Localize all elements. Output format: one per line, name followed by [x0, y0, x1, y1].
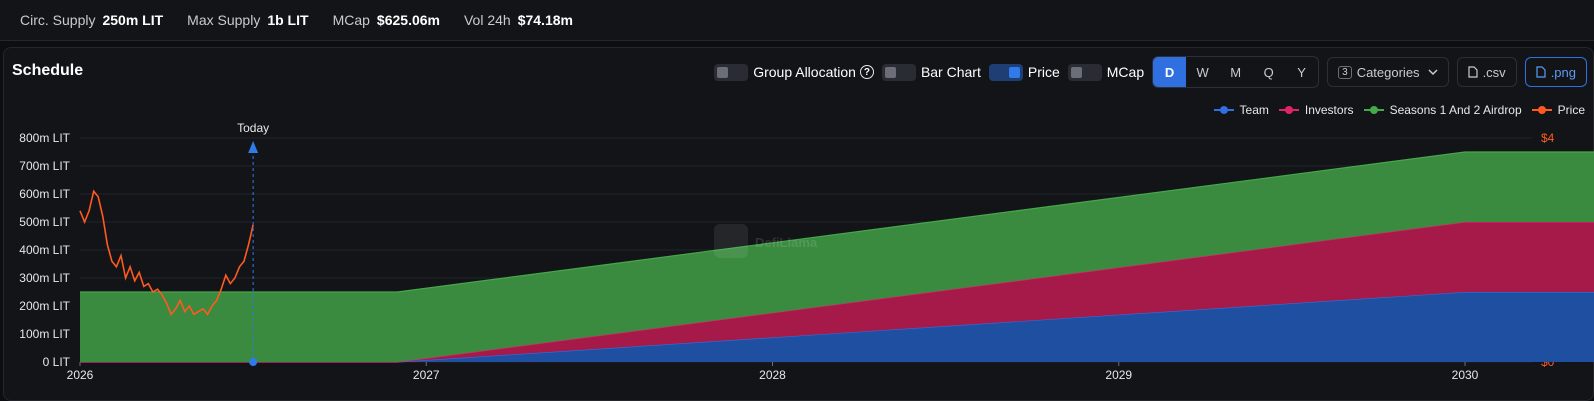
y-tick-label: 700m LIT [19, 159, 70, 173]
y-tick-label: 100m LIT [19, 327, 70, 341]
legend-label-price: Price [1557, 103, 1585, 117]
x-tick-label: 2030 [1452, 368, 1479, 382]
y-tick-label: 600m LIT [19, 187, 70, 201]
chart-controls: Group Allocation ? Bar Chart Price MCap … [706, 56, 1587, 88]
today-label: Today [237, 121, 269, 135]
chart-legend: Team Investors Seasons 1 And 2 Airdrop P… [1204, 103, 1585, 117]
period-d-button[interactable]: D [1153, 57, 1187, 87]
y-tick-label: 800m LIT [19, 131, 70, 145]
legend-label-airdrop: Seasons 1 And 2 Airdrop [1389, 103, 1522, 117]
mcap-stat: MCap $625.06m [333, 12, 440, 28]
period-selector: D W M Q Y [1152, 56, 1320, 88]
csv-download-button[interactable]: .csv [1456, 57, 1517, 87]
chevron-down-icon [1428, 69, 1438, 76]
max-supply-value: 1b LIT [267, 12, 309, 28]
categories-dropdown[interactable]: 3 Categories [1327, 57, 1449, 87]
x-tick-label: 2027 [413, 368, 440, 382]
categories-count-badge: 3 [1338, 65, 1352, 79]
watermark-text: DefiLlama [755, 235, 818, 250]
y-tick-label: 500m LIT [19, 215, 70, 229]
max-supply-label: Max Supply [187, 12, 261, 28]
file-image-icon [1536, 66, 1546, 78]
period-q-button[interactable]: Q [1263, 64, 1274, 80]
price-toggle[interactable]: Price [988, 63, 1060, 81]
max-supply-stat: Max Supply 1b LIT [187, 12, 308, 28]
mcap-toggle-label: MCap [1106, 64, 1145, 80]
watermark-logo-icon [714, 224, 748, 258]
bar-chart-label: Bar Chart [920, 64, 981, 80]
png-download-button[interactable]: .png [1524, 57, 1587, 87]
y2-tick-label: $4 [1541, 131, 1555, 145]
period-y-button[interactable]: Y [1297, 64, 1306, 80]
area-airdrop [80, 152, 1594, 362]
circ-supply-value: 250m LIT [102, 12, 164, 28]
mcap-label: MCap [332, 12, 370, 28]
mcap-value: $625.06m [376, 12, 440, 28]
price-line [79, 189, 254, 316]
file-icon [1467, 66, 1478, 78]
price-label: Price [1027, 64, 1060, 80]
y-tick-label: 0 LIT [43, 355, 71, 369]
legend-label-investors: Investors [1304, 103, 1354, 117]
mcap-switch[interactable] [1067, 63, 1102, 81]
categories-label: Categories [1356, 64, 1420, 80]
mcap-toggle[interactable]: MCap [1067, 63, 1145, 81]
y-tick-label: 200m LIT [19, 299, 70, 313]
line-airdrop [80, 151, 1594, 293]
panel-title: Schedule [12, 62, 84, 79]
circ-supply-stat: Circ. Supply 250m LIT [20, 12, 163, 28]
legend-item-airdrop[interactable]: Seasons 1 And 2 Airdrop [1363, 103, 1522, 117]
x-tick-label: 2026 [67, 368, 94, 382]
csv-label: .csv [1482, 64, 1506, 80]
today-arrow-icon [248, 141, 259, 153]
x-tick-label: 2029 [1105, 368, 1132, 382]
group-allocation-switch[interactable] [714, 63, 749, 81]
period-w-button[interactable]: W [1196, 64, 1209, 80]
y-tick-label: 400m LIT [19, 243, 70, 257]
area-investors [80, 222, 1594, 362]
legend-item-team[interactable]: Team [1213, 103, 1269, 117]
today-dot [249, 358, 258, 366]
supply-stats-bar: Circ. Supply 250m LIT Max Supply 1b LIT … [0, 0, 1594, 41]
bar-chart-switch[interactable] [881, 63, 916, 81]
price-switch[interactable] [988, 63, 1023, 81]
period-m-button[interactable]: M [1230, 64, 1242, 80]
y-tick-label: 300m LIT [19, 271, 70, 285]
circ-supply-label: Circ. Supply [20, 12, 96, 28]
legend-item-investors[interactable]: Investors [1278, 103, 1354, 117]
legend-label-team: Team [1239, 103, 1269, 117]
png-label: .png [1550, 64, 1576, 80]
volume-24h-label: Vol 24h [463, 12, 511, 28]
volume-24h-value: $74.18m [517, 12, 573, 28]
group-allocation-label: Group Allocation [753, 64, 856, 80]
volume-24h-stat: Vol 24h $74.18m [464, 12, 573, 28]
help-icon[interactable]: ? [859, 65, 874, 79]
x-tick-label: 2028 [759, 368, 786, 382]
legend-item-price[interactable]: Price [1531, 103, 1585, 117]
group-allocation-toggle[interactable]: Group Allocation ? [714, 63, 874, 81]
bar-chart-toggle[interactable]: Bar Chart [881, 63, 981, 81]
area-team [80, 292, 1594, 362]
